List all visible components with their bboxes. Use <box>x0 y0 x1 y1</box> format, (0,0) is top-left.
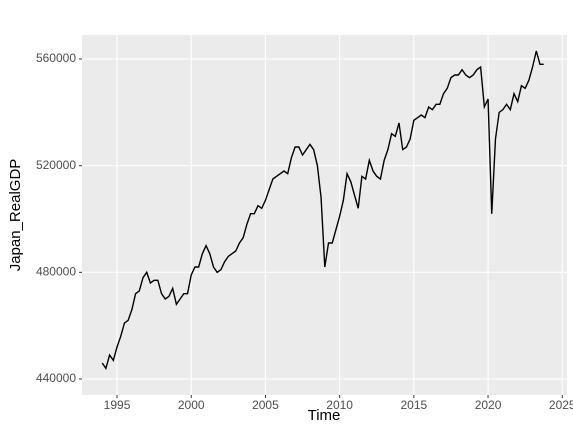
y-tick-label: 480000 <box>36 265 76 279</box>
grid <box>82 35 567 395</box>
x-tick-label: 2015 <box>400 398 427 412</box>
y-tick-label: 520000 <box>36 158 76 172</box>
x-axis-title: Time <box>308 407 341 424</box>
y-tick-label: 560000 <box>36 51 76 65</box>
plot-area <box>101 50 544 370</box>
y-tick-label: 440000 <box>36 371 76 385</box>
line-series <box>101 50 544 370</box>
x-tick-label: 1995 <box>104 398 131 412</box>
x-tick-label: 2000 <box>178 398 205 412</box>
x-tick-label: 2025 <box>549 398 573 412</box>
x-tick-label: 2020 <box>475 398 502 412</box>
y-axis-title: Japan_RealGDP <box>7 159 24 272</box>
panel <box>82 35 567 395</box>
x-tick-label: 2005 <box>252 398 279 412</box>
x-tick-label: 2010 <box>326 398 353 412</box>
